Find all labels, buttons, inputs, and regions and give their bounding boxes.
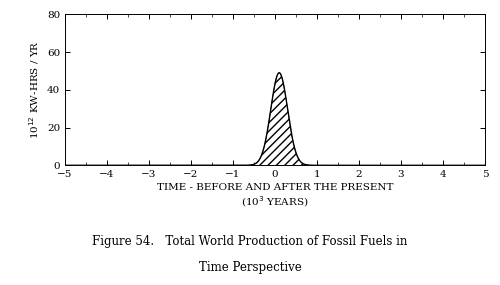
- Text: Time Perspective: Time Perspective: [198, 260, 302, 274]
- Y-axis label: 10$^{12}$ KW-HRS / YR: 10$^{12}$ KW-HRS / YR: [28, 40, 42, 139]
- Text: Figure 54.   Total World Production of Fossil Fuels in: Figure 54. Total World Production of Fos…: [92, 235, 407, 248]
- X-axis label: TIME - BEFORE AND AFTER THE PRESENT
(10$^3$ YEARS): TIME - BEFORE AND AFTER THE PRESENT (10$…: [157, 183, 393, 209]
